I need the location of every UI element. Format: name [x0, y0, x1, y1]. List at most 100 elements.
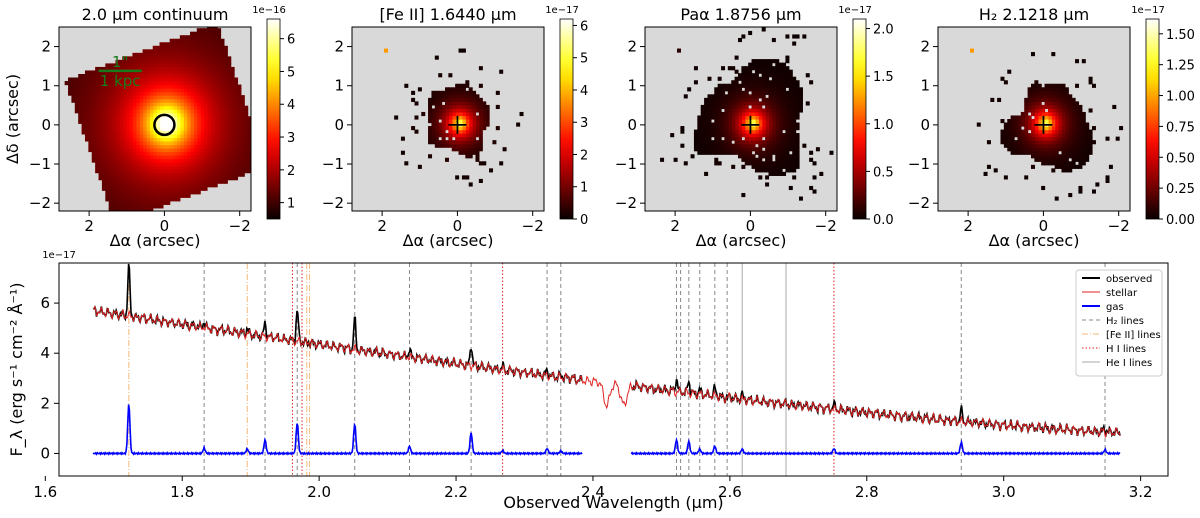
- map-pixel: [734, 101, 739, 106]
- map-pixel: [139, 204, 144, 209]
- map-pixel: [122, 162, 127, 167]
- map-pixel: [203, 49, 208, 54]
- map-pixel: [183, 176, 188, 181]
- map-pixel: [190, 52, 194, 57]
- map-pixel: [721, 115, 726, 120]
- map-pixel: [482, 101, 487, 106]
- map-pixel: [179, 56, 184, 61]
- colorbar-tick-label: 0.5: [873, 165, 894, 180]
- map-pixel: [135, 172, 140, 177]
- map-pixel: [74, 109, 79, 114]
- map-pixel: [105, 77, 110, 82]
- map-pixel: [122, 66, 127, 72]
- map-pixel: [1054, 108, 1059, 113]
- map-pixel: [173, 186, 178, 191]
- map-pixel: [1081, 161, 1086, 166]
- map-pixel: [206, 183, 211, 188]
- map-pixel: [74, 102, 79, 107]
- map-pixel: [95, 66, 100, 72]
- map-pixel: [196, 116, 201, 121]
- x-axis-label: Δα (arcsec): [110, 231, 201, 250]
- map-pixel: [166, 162, 171, 167]
- map-pixel: [125, 186, 130, 191]
- map-pixel: [217, 155, 222, 160]
- map-pixel: [431, 115, 436, 120]
- map-pixel: [125, 91, 130, 96]
- map-pixel: [220, 105, 225, 110]
- panel-title: [Fe II] 1.6440 μm: [379, 5, 516, 24]
- map-pixel: [792, 168, 797, 173]
- map-pixel: [145, 126, 150, 131]
- map-pixel: [724, 147, 729, 152]
- map-pixel: [237, 112, 242, 117]
- map-pixel: [1003, 140, 1008, 145]
- map-pixel: [455, 133, 460, 138]
- map-pixel: [223, 98, 228, 103]
- map-pixel: [200, 162, 205, 167]
- map-pixel: [105, 119, 110, 124]
- map-pixel: [240, 140, 245, 146]
- map-pixel: [1064, 154, 1069, 159]
- map-pixel: [1071, 122, 1076, 127]
- map-pixel: [707, 143, 712, 148]
- map-pixel: [183, 45, 188, 50]
- map-pixel: [758, 69, 763, 74]
- map-pixel: [213, 42, 218, 47]
- map-pixel: [707, 136, 712, 141]
- map-pixel: [798, 104, 803, 110]
- map-pixel: [152, 193, 157, 198]
- map-pixel: [74, 98, 79, 103]
- map-pixel: [727, 140, 732, 145]
- map-pixel: [179, 123, 184, 128]
- map-pixel: [190, 105, 194, 110]
- map-pixel: [714, 129, 719, 134]
- map-pixel: [183, 98, 188, 103]
- map-pixel: [809, 157, 814, 162]
- map-pixel: [220, 109, 225, 114]
- map-pixel: [458, 104, 463, 110]
- colorbar-tick-label: 0.00: [1166, 213, 1195, 228]
- map-pixel: [1027, 150, 1032, 155]
- map-pixel: [465, 108, 470, 113]
- map-pixel: [785, 90, 790, 95]
- map-pixel: [129, 112, 134, 117]
- map-pixel: [206, 123, 211, 128]
- map-pixel: [162, 172, 167, 177]
- map-pixel: [81, 98, 86, 103]
- map-pixel: [145, 70, 150, 75]
- map-pixel: [196, 172, 201, 177]
- map-pixel: [156, 109, 161, 114]
- map-pixel: [98, 91, 103, 96]
- map-pixel: [122, 207, 127, 211]
- map-pixel: [84, 105, 89, 110]
- map-pixel: [206, 144, 211, 149]
- map-pixel: [135, 63, 140, 68]
- map-pixel: [697, 129, 702, 134]
- map-pixel: [765, 122, 770, 127]
- map-pixel: [159, 172, 164, 177]
- map-pixel: [1024, 97, 1029, 102]
- map-pixel: [247, 116, 251, 121]
- map-pixel: [741, 115, 746, 120]
- map-pixel: [465, 143, 470, 148]
- map-pixel: [465, 150, 470, 155]
- map-pixel: [196, 183, 201, 188]
- map-pixel: [758, 122, 763, 127]
- map-pixel: [213, 31, 218, 36]
- map-pixel: [754, 150, 759, 155]
- map-pixel: [213, 183, 218, 188]
- map-pixel: [724, 143, 729, 148]
- map-pixel: [244, 155, 249, 160]
- map-pixel: [1044, 133, 1049, 138]
- map-pixel: [455, 143, 460, 148]
- map-pixel: [234, 130, 239, 135]
- map-pixel: [223, 105, 228, 110]
- map-pixel: [206, 91, 211, 96]
- map-pixel: [812, 189, 817, 194]
- map-pixel: [169, 59, 174, 65]
- map-pixel: [173, 91, 178, 96]
- map-pixel: [132, 200, 137, 205]
- map-pixel: [108, 123, 113, 128]
- map-pixel: [91, 77, 96, 82]
- map-pixel: [217, 151, 222, 156]
